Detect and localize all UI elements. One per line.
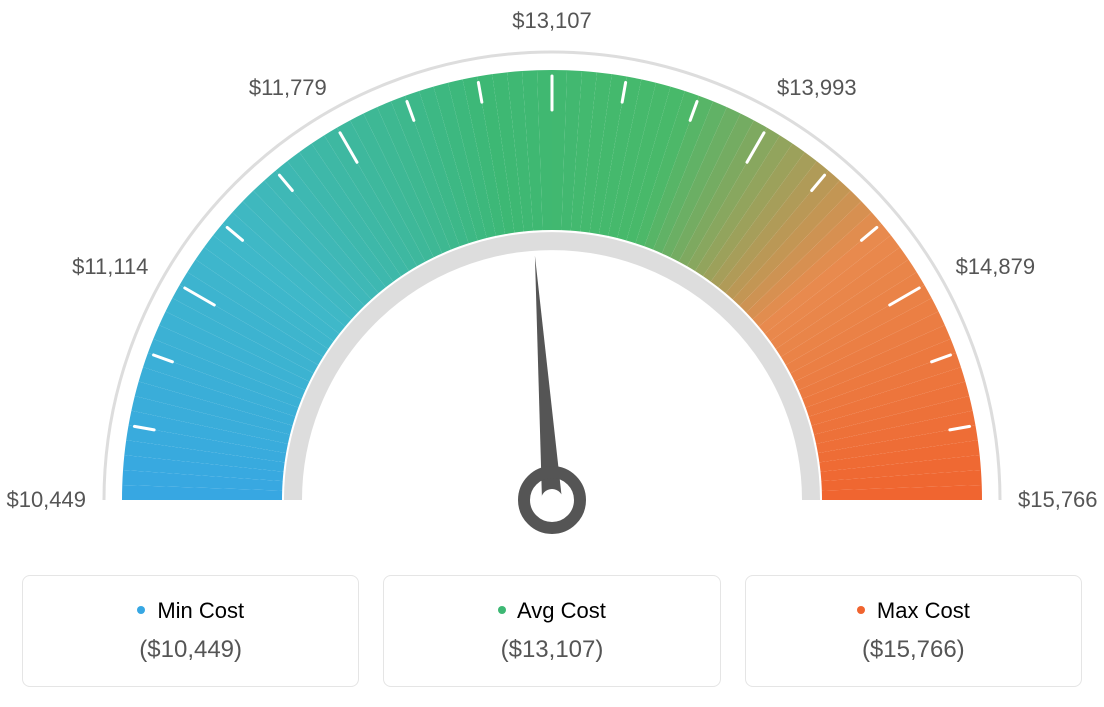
gauge-tick-label: $14,879: [956, 254, 1036, 280]
gauge-tick-label: $13,993: [777, 76, 857, 102]
legend-row: Min Cost ($10,449) Avg Cost ($13,107) Ma…: [22, 575, 1082, 687]
legend-card-max: Max Cost ($15,766): [745, 575, 1082, 687]
dot-icon: [857, 606, 865, 614]
cost-gauge-chart: $10,449$11,114$11,779$13,107$13,993$14,8…: [22, 20, 1082, 545]
gauge-tick-label: $11,114: [72, 254, 148, 280]
legend-label-min: Min Cost: [157, 598, 244, 623]
legend-value-min: ($10,449): [33, 636, 348, 664]
legend-title-min: Min Cost: [33, 598, 348, 624]
legend-card-avg: Avg Cost ($13,107): [383, 575, 720, 687]
legend-title-avg: Avg Cost: [394, 598, 709, 624]
legend-value-max: ($15,766): [756, 636, 1071, 664]
legend-label-avg: Avg Cost: [517, 598, 606, 623]
legend-card-min: Min Cost ($10,449): [22, 575, 359, 687]
legend-title-max: Max Cost: [756, 598, 1071, 624]
gauge-tick-label: $13,107: [512, 8, 592, 34]
gauge-tick-label: $10,449: [6, 487, 86, 513]
dot-icon: [498, 606, 506, 614]
legend-value-avg: ($13,107): [394, 636, 709, 664]
gauge-tick-label: $11,779: [249, 76, 327, 102]
legend-label-max: Max Cost: [877, 598, 970, 623]
gauge-tick-label: $15,766: [1018, 487, 1098, 513]
dot-icon: [137, 606, 145, 614]
gauge-svg: [22, 20, 1082, 540]
